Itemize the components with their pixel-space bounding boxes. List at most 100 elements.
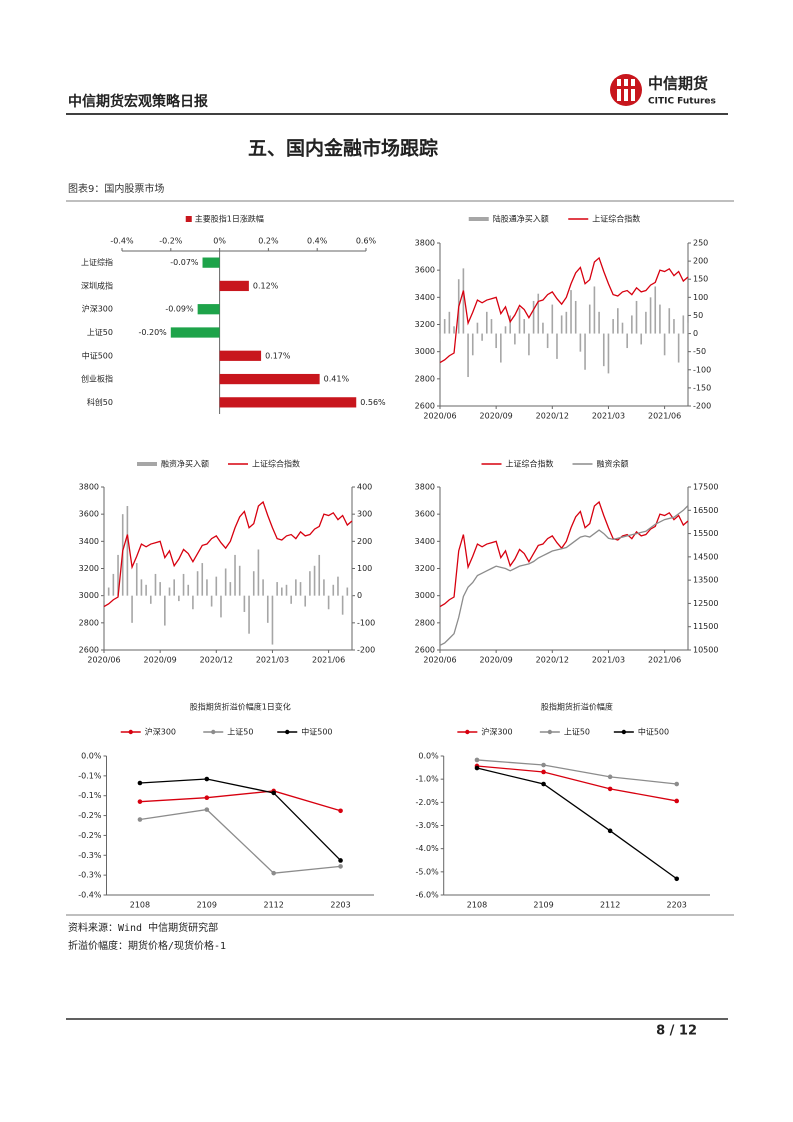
x-tick-label: 0.6% [356, 237, 377, 246]
x-tick-label: 2020/06 [423, 656, 456, 665]
bar [145, 584, 147, 596]
bar [607, 333, 610, 374]
marker [204, 776, 210, 782]
bar [149, 595, 152, 604]
bar [341, 595, 344, 615]
bar [453, 326, 455, 334]
legend-label: 上证综合指数 [592, 214, 640, 224]
bar [448, 311, 451, 334]
value-label: -0.09% [165, 305, 194, 314]
y-tick-label: 3600 [415, 266, 435, 275]
bar [285, 584, 288, 596]
bar [654, 286, 657, 334]
legend-label: 融资余额 [597, 459, 629, 469]
y-tick-label: 3400 [79, 537, 99, 546]
legend-label: 上证综合指数 [506, 459, 554, 469]
y-tick-label: 3600 [415, 510, 435, 519]
logo-name: 中信期货 [648, 75, 708, 93]
section-title: 五、国内金融市场跟踪 [248, 137, 438, 160]
bar [168, 587, 171, 596]
y-tick-label: 3200 [415, 320, 435, 329]
bar [439, 333, 441, 341]
y-tick-label: -0.1% [78, 771, 102, 780]
y-tick-label: -2.0% [415, 798, 439, 807]
bar [327, 595, 330, 610]
y-tick-label: 3800 [415, 239, 435, 248]
x-tick-label: 0.4% [307, 237, 328, 246]
bar [182, 573, 185, 596]
x-tick-label: 2021/03 [592, 656, 625, 665]
bar [164, 595, 166, 626]
marker [541, 769, 546, 775]
chart-title: 股指期货折溢价幅度 [541, 702, 613, 712]
value-label: 0.17% [265, 351, 291, 360]
bar [504, 326, 507, 334]
bar [640, 333, 643, 345]
source-note: 资料来源：Wind 中信期货研究部 [68, 921, 218, 934]
y-tick-label: 2600 [79, 646, 99, 655]
bar [546, 333, 549, 349]
legend-swatch [185, 216, 192, 222]
x-tick-label: 2020/09 [144, 656, 177, 665]
bar [103, 595, 105, 602]
marker [607, 774, 613, 780]
marker [338, 864, 343, 869]
bar [210, 595, 213, 607]
legend-label: 沪深300 [145, 727, 176, 737]
line [139, 778, 342, 861]
marker [137, 817, 143, 822]
bar [257, 549, 260, 596]
bar [514, 333, 516, 345]
marker [338, 858, 343, 863]
value-label: 0.41% [324, 375, 350, 384]
bar [542, 322, 544, 334]
bar [219, 373, 320, 385]
legend-label: 主要股指1日涨跌幅 [195, 214, 264, 224]
y2-tick-label: -100 [357, 618, 375, 627]
x-tick-label: 2203 [330, 901, 350, 910]
bar [682, 315, 685, 334]
bar [537, 293, 540, 334]
bar [187, 584, 190, 596]
line [439, 256, 689, 364]
bar [309, 571, 311, 596]
bar [299, 582, 302, 596]
bar [140, 579, 143, 596]
y2-tick-label: 10500 [693, 646, 718, 655]
bar [621, 322, 624, 334]
x-tick-label: 0.2% [258, 237, 279, 246]
bar [476, 322, 479, 334]
marker [338, 808, 343, 814]
bar [219, 280, 249, 292]
bar [281, 587, 283, 596]
bar [631, 315, 633, 334]
y2-tick-label: 200 [693, 257, 708, 266]
x-tick-label: 2020/06 [87, 656, 120, 665]
y2-tick-label: 0 [693, 329, 698, 338]
bar [313, 565, 316, 596]
bar [617, 308, 619, 334]
bar [509, 315, 511, 334]
x-tick-label: 0% [213, 237, 226, 246]
bar [687, 322, 689, 334]
bar [673, 319, 675, 334]
x-tick-label: 2020/12 [200, 656, 233, 665]
bar [588, 304, 591, 334]
method-note: 折溢价幅度：期货价格/现货价格-1 [68, 939, 226, 952]
line [476, 767, 678, 880]
bar [219, 397, 357, 408]
bar [495, 333, 497, 349]
bar [117, 554, 119, 596]
y-tick-label: -0.1% [78, 791, 102, 800]
bar [485, 311, 488, 334]
bar [532, 300, 535, 334]
y2-tick-label: 250 [693, 239, 708, 248]
bar [266, 595, 269, 623]
bar [202, 257, 220, 268]
y-tick-label: -0.4% [78, 891, 102, 900]
chart-title: 股指期货折溢价幅度1日变化 [190, 702, 291, 712]
bar [560, 315, 563, 334]
y2-tick-label: 200 [357, 537, 372, 546]
category-label: 上证50 [87, 328, 113, 337]
y2-tick-label: -200 [693, 402, 711, 411]
